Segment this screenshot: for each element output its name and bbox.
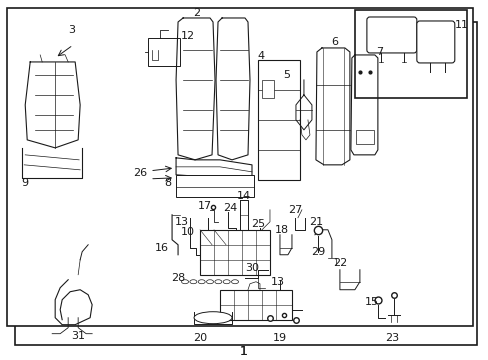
Text: 12: 12 (181, 31, 195, 41)
Text: 11: 11 (454, 20, 468, 30)
Text: 24: 24 (223, 203, 237, 213)
Text: 19: 19 (272, 333, 286, 343)
Text: 31: 31 (71, 331, 85, 341)
Text: 14: 14 (237, 191, 250, 201)
Bar (258, 60, 299, 180)
Text: 1: 1 (240, 345, 247, 358)
Ellipse shape (231, 280, 238, 284)
Bar (7, 8, 472, 326)
Text: 10: 10 (181, 227, 195, 237)
Bar (355, 130, 373, 144)
Ellipse shape (198, 280, 205, 284)
Ellipse shape (214, 280, 222, 284)
Text: 6: 6 (331, 37, 338, 47)
Bar (148, 38, 180, 66)
Text: 8: 8 (164, 178, 171, 188)
Ellipse shape (194, 312, 231, 324)
Bar (262, 80, 273, 98)
Text: 1: 1 (240, 345, 247, 358)
Text: 13: 13 (270, 277, 285, 287)
Text: 29: 29 (310, 247, 325, 257)
Text: 3: 3 (68, 25, 76, 35)
Ellipse shape (223, 280, 230, 284)
Text: 2: 2 (193, 8, 200, 18)
Text: 4: 4 (257, 51, 264, 61)
Text: 13: 13 (175, 217, 189, 227)
Text: 27: 27 (287, 205, 302, 215)
Text: 18: 18 (274, 225, 288, 235)
Text: 17: 17 (198, 201, 212, 211)
Text: 21: 21 (308, 217, 323, 227)
Text: 25: 25 (250, 219, 264, 229)
Ellipse shape (181, 280, 188, 284)
Text: 26: 26 (133, 168, 147, 178)
Ellipse shape (206, 280, 213, 284)
Text: 20: 20 (193, 333, 207, 343)
Bar (176, 175, 253, 197)
Text: 30: 30 (244, 263, 259, 273)
Ellipse shape (189, 280, 197, 284)
Bar (220, 290, 291, 320)
Text: 5: 5 (283, 70, 290, 80)
Text: 28: 28 (171, 273, 185, 283)
Text: 7: 7 (376, 47, 383, 57)
Text: 9: 9 (21, 178, 29, 188)
Bar (354, 10, 466, 98)
Bar (200, 230, 269, 275)
FancyBboxPatch shape (416, 21, 454, 63)
FancyBboxPatch shape (366, 17, 416, 53)
Text: 22: 22 (332, 258, 346, 268)
Text: 15: 15 (364, 297, 378, 307)
Text: 23: 23 (384, 333, 398, 343)
Text: 16: 16 (155, 243, 169, 253)
